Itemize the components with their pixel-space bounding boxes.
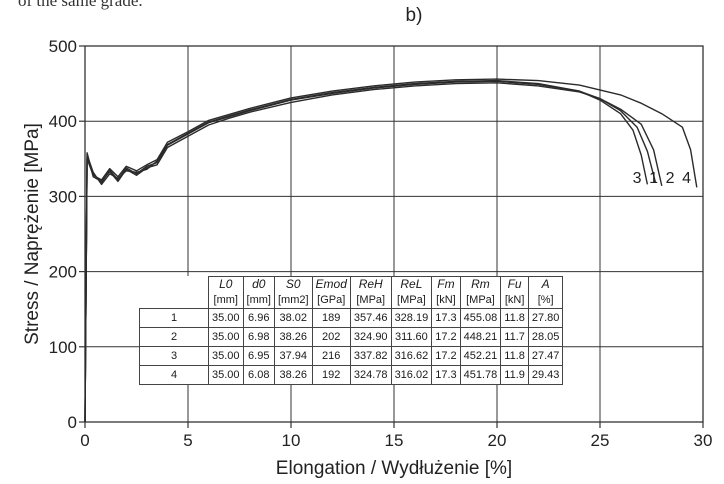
- table-cell: 328.19: [390, 308, 433, 328]
- curve-specimen-4: [84, 78, 698, 423]
- table-cell: 38.02: [273, 308, 313, 328]
- header-cell: L0 [mm]: [208, 276, 244, 309]
- table-row: 3 35.00 6.95 37.94 216 337.82 316.62 17.…: [139, 346, 564, 366]
- y-tick-label: 0: [68, 413, 77, 432]
- table-cell: 17.2: [431, 346, 461, 366]
- header-cell: A [%]: [527, 276, 564, 309]
- table-cell: 455.08: [459, 308, 502, 328]
- table-cell: 27.80: [527, 308, 564, 328]
- table-cell: 192: [311, 365, 351, 385]
- table-row: 2 35.00 6.98 38.26 202 324.90 311.60 17.…: [139, 327, 564, 347]
- table-cell: 11.9: [500, 365, 529, 385]
- row-id: 2: [139, 327, 209, 347]
- header-cell: Fu [kN]: [500, 276, 529, 309]
- row-id: 1: [139, 308, 209, 328]
- table-cell: 337.82: [349, 346, 392, 366]
- table-header-row: L0 [mm] d0 [mm] S0 [mm2] Emod [GPa] ReH [MPa]…: [139, 276, 564, 309]
- table-cell: 38.26: [273, 365, 313, 385]
- table-cell: 35.00: [208, 327, 244, 347]
- y-tick-label: 400: [49, 112, 77, 131]
- y-tick-label: 300: [49, 187, 77, 206]
- table-cell: 11.8: [500, 346, 529, 366]
- curve-specimen-3: [84, 79, 649, 423]
- header-cell: Fm [kN]: [431, 276, 461, 309]
- table-cell: 37.94: [273, 346, 313, 366]
- curve-labels: 1 2 3 4: [633, 170, 691, 187]
- table-cell: 316.62: [390, 346, 433, 366]
- x-tick-label: 30: [694, 431, 713, 450]
- y-tick-label: 200: [49, 263, 77, 282]
- y-axis-title: Stress / Naprężenie [MPa]: [22, 123, 43, 345]
- table-cell: 6.08: [242, 365, 275, 385]
- top-cut-text: of the same grade.: [18, 0, 143, 10]
- table-cell: 35.00: [208, 346, 244, 366]
- table-cell: 202: [311, 327, 351, 347]
- header-cell: ReL [MPa]: [390, 276, 433, 309]
- curves: [84, 78, 698, 423]
- header-cell: ReH [MPa]: [349, 276, 392, 309]
- x-tick-label: 0: [80, 431, 89, 450]
- x-axis-title: Elongation / Wydłużenie [%]: [276, 458, 512, 479]
- table-cell: 17.3: [431, 308, 461, 328]
- table-cell: 324.78: [349, 365, 392, 385]
- table-cell: 6.96: [242, 308, 275, 328]
- row-id: 4: [139, 365, 209, 385]
- table-row: 1 35.00 6.96 38.02 189 357.46 328.19 17.…: [139, 308, 564, 328]
- y-tick-label: 500: [49, 37, 77, 56]
- properties-table: L0 [mm] d0 [mm] S0 [mm2] Emod [GPa] ReH [MPa]…: [139, 276, 564, 385]
- header-cell: Rm [MPa]: [459, 276, 502, 309]
- table-row: 4 35.00 6.08 38.26 192 324.78 316.02 17.…: [139, 365, 564, 385]
- x-tick-label: 15: [385, 431, 404, 450]
- table-cell: 28.05: [527, 327, 564, 347]
- table-cell: 27.47: [527, 346, 564, 366]
- y-tick-label: 100: [49, 338, 77, 357]
- curve-label-3: 3: [633, 170, 642, 187]
- x-tick-label: 25: [591, 431, 610, 450]
- x-tick-label: 5: [183, 431, 192, 450]
- table-cell: 29.43: [527, 365, 564, 385]
- header-cell: d0 [mm]: [242, 276, 275, 309]
- table-cell: 451.78: [459, 365, 502, 385]
- x-tick-label: 20: [488, 431, 507, 450]
- table-cell: 6.95: [242, 346, 275, 366]
- table-cell: 448.21: [459, 327, 502, 347]
- table-cell: 11.7: [500, 327, 529, 347]
- table-corner: [139, 276, 209, 309]
- table-cell: 11.8: [500, 308, 529, 328]
- header-cell: Emod [GPa]: [311, 276, 351, 309]
- table-cell: 35.00: [208, 365, 244, 385]
- table-cell: 324.90: [349, 327, 392, 347]
- table-cell: 17.3: [431, 365, 461, 385]
- row-id: 3: [139, 346, 209, 366]
- table-cell: 38.26: [273, 327, 313, 347]
- table-cell: 357.46: [349, 308, 392, 328]
- table-cell: 311.60: [390, 327, 433, 347]
- x-tick-label: 10: [282, 431, 301, 450]
- curve-label-1: 1: [649, 170, 658, 187]
- curve-label-2: 2: [666, 170, 675, 187]
- header-cell: S0 [mm2]: [273, 276, 313, 309]
- table-cell: 189: [311, 308, 351, 328]
- curve-label-4: 4: [682, 170, 691, 187]
- table-cell: 35.00: [208, 308, 244, 328]
- panel-label: b): [406, 5, 423, 26]
- table-cell: 17.2: [431, 327, 461, 347]
- table-cell: 216: [311, 346, 351, 366]
- table-cell: 316.02: [390, 365, 433, 385]
- table-cell: 6.98: [242, 327, 275, 347]
- table-cell: 452.21: [459, 346, 502, 366]
